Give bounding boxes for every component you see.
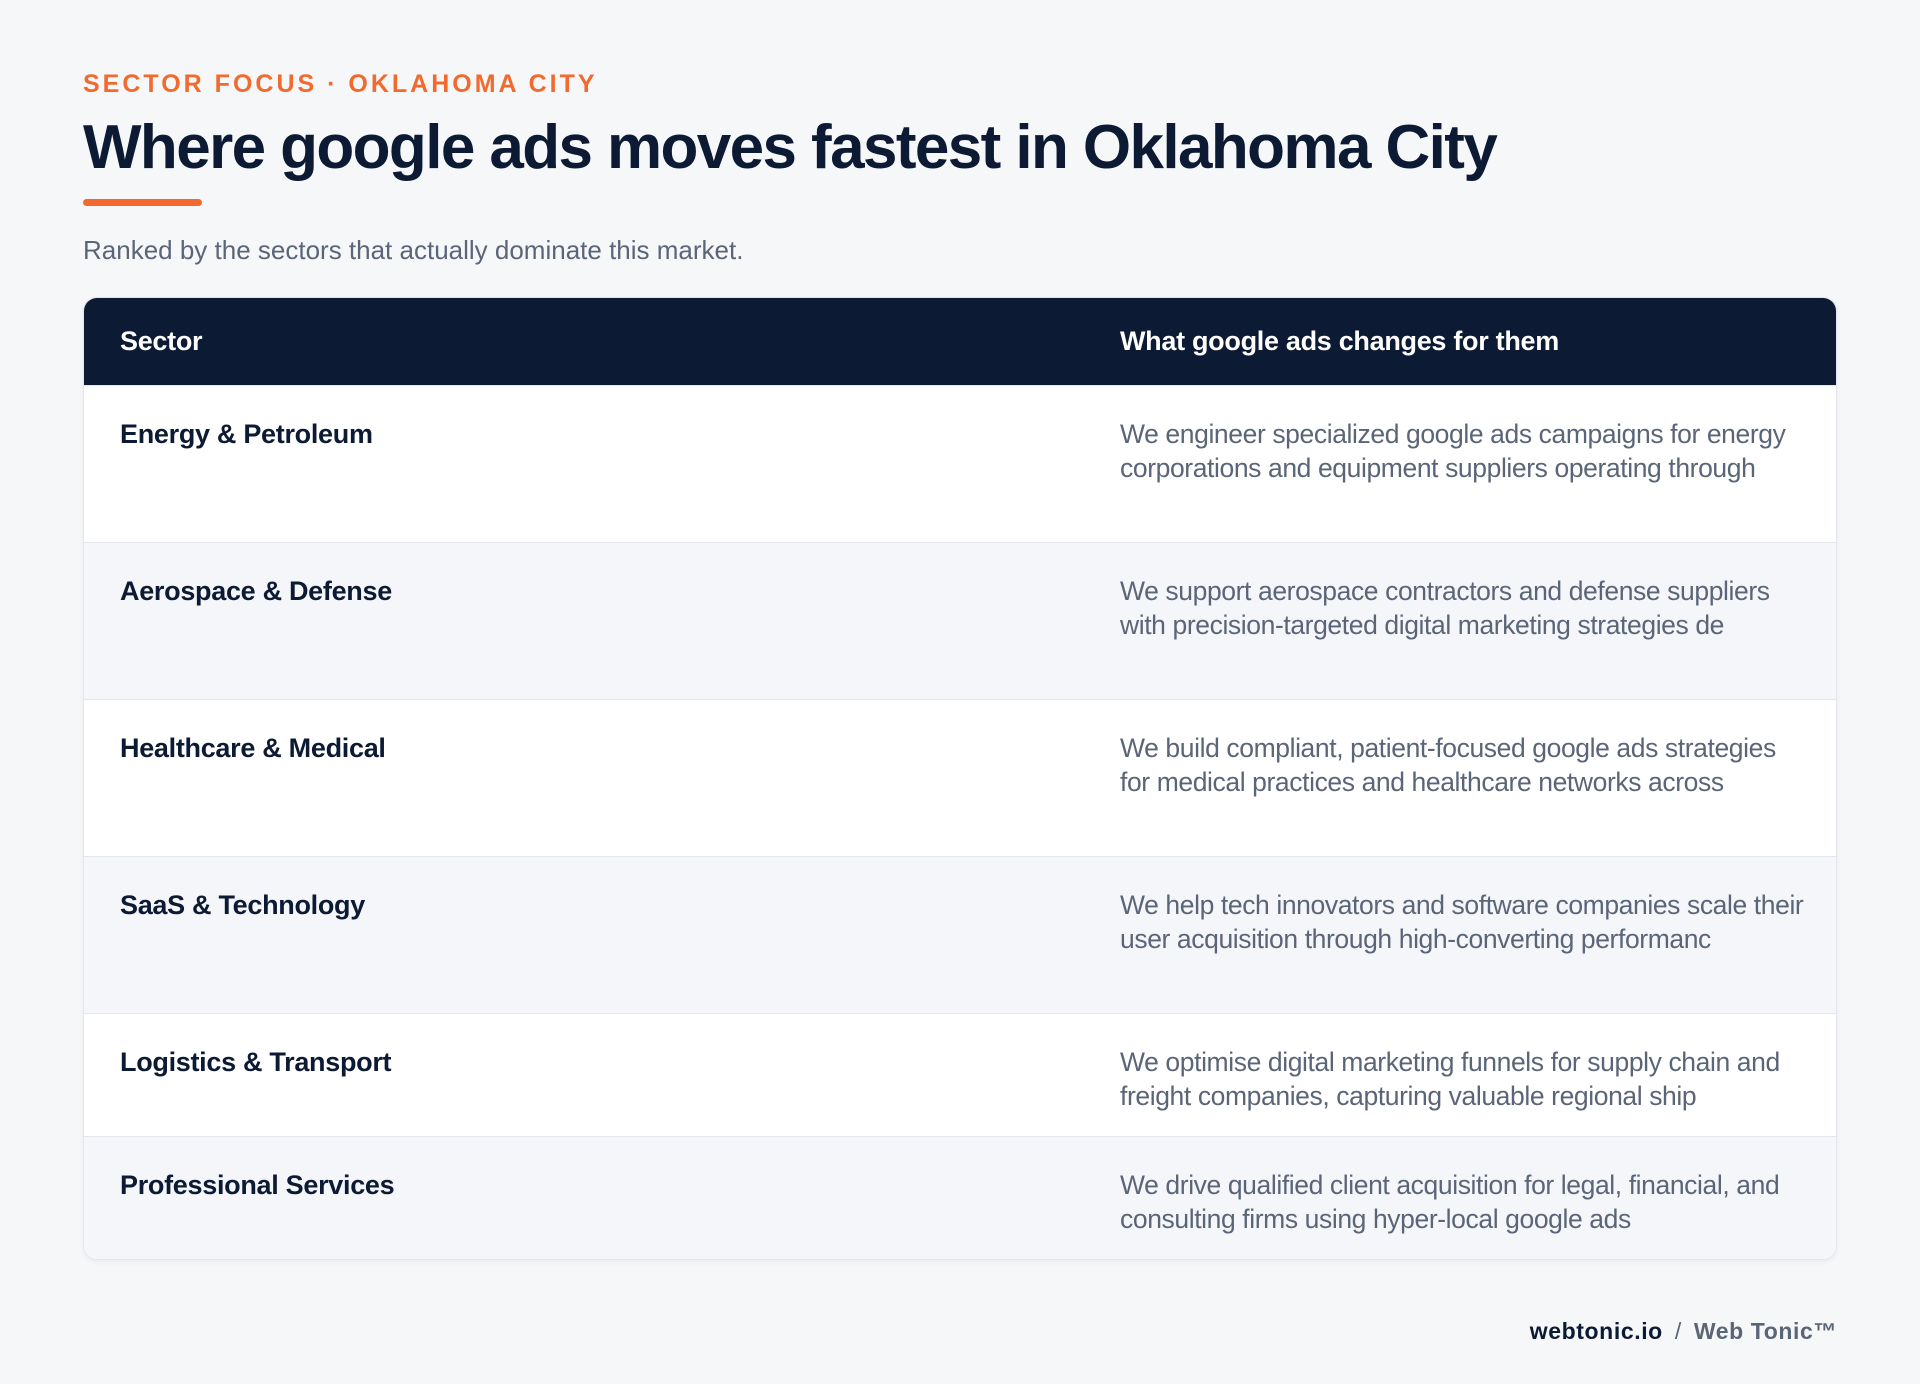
table-row: Aerospace & Defense We support aerospace…: [84, 542, 1836, 699]
page-title: Where google ads moves fastest in Oklaho…: [83, 113, 1498, 182]
column-header-sector: Sector: [120, 326, 203, 356]
title-accent-bar: [83, 199, 202, 206]
sector-name: SaaS & Technology: [120, 890, 365, 920]
footer-brand: Web Tonic™: [1693, 1318, 1837, 1344]
table-row: Logistics & Transport We optimise digita…: [84, 1013, 1836, 1136]
footer-separator: /: [1674, 1318, 1682, 1344]
sector-table: Sector What google ads changes for them …: [83, 297, 1837, 1260]
footer-credit: webtonic.io / Web Tonic™: [1530, 1318, 1837, 1345]
sector-description: We engineer specialized google ads campa…: [1120, 419, 1786, 483]
sector-description: We help tech innovators and software com…: [1120, 890, 1804, 954]
sector-name: Aerospace & Defense: [120, 576, 392, 606]
table-header: Sector What google ads changes for them: [84, 298, 1836, 385]
table-row: Professional Services We drive qualified…: [84, 1136, 1836, 1259]
section-kicker: SECTOR FOCUS · OKLAHOMA CITY: [83, 70, 598, 98]
table-row: Healthcare & Medical We build compliant,…: [84, 699, 1836, 856]
sector-name: Energy & Petroleum: [120, 419, 373, 449]
sector-name: Healthcare & Medical: [120, 733, 386, 763]
sector-description: We build compliant, patient-focused goog…: [1120, 733, 1776, 797]
table-row: Energy & Petroleum We engineer specializ…: [84, 385, 1836, 542]
sector-description: We support aerospace contractors and def…: [1120, 576, 1770, 640]
page-subtitle: Ranked by the sectors that actually domi…: [83, 235, 744, 265]
sector-name: Logistics & Transport: [120, 1047, 392, 1077]
table-row: SaaS & Technology We help tech innovator…: [84, 856, 1836, 1013]
column-header-changes: What google ads changes for them: [1120, 326, 1559, 356]
footer-domain-link[interactable]: webtonic.io: [1529, 1318, 1663, 1344]
sector-name: Professional Services: [120, 1170, 395, 1200]
sector-description: We drive qualified client acquisition fo…: [1120, 1170, 1780, 1234]
sector-description: We optimise digital marketing funnels fo…: [1120, 1047, 1780, 1111]
